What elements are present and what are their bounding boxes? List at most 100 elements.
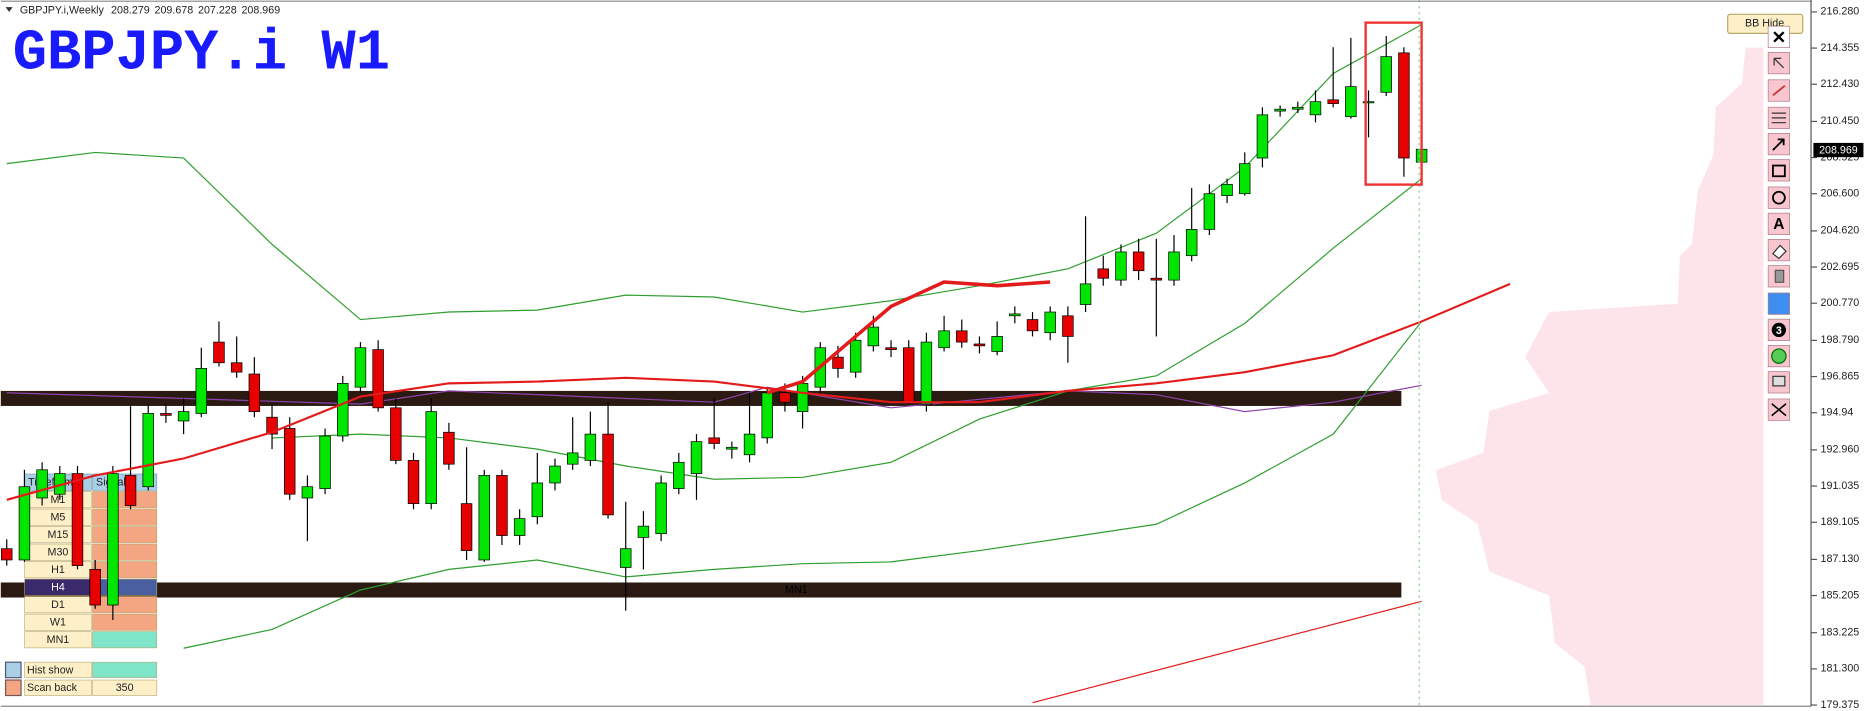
candles — [1, 35, 1428, 621]
volume-profile — [1435, 47, 1764, 706]
trash-icon[interactable] — [1774, 269, 1785, 283]
timeframe-label: M5 — [51, 512, 66, 524]
candle-body — [1097, 268, 1109, 279]
signal-cell — [92, 543, 158, 561]
candle-body — [1044, 311, 1056, 334]
candle-body — [230, 362, 243, 373]
candle-body — [743, 433, 756, 456]
y-tick-label: 191.035 — [1821, 480, 1860, 492]
y-tick-label: 196.865 — [1821, 370, 1860, 382]
scissors-icon[interactable] — [1771, 403, 1787, 417]
moving-averages — [6, 280, 1511, 704]
candle-body — [195, 368, 208, 414]
candle-body — [1009, 313, 1021, 317]
candle-body — [584, 433, 597, 461]
candle-body — [779, 392, 791, 403]
candle-body — [107, 473, 119, 606]
highlight-box — [1364, 21, 1423, 186]
candle-body — [637, 525, 650, 538]
candle-body — [690, 441, 703, 474]
open: 208.279 — [111, 5, 150, 17]
cursor-icon[interactable] — [1773, 57, 1785, 69]
candle-body — [902, 347, 915, 403]
candle-body — [1026, 319, 1039, 332]
signal-cell — [92, 631, 158, 649]
candle-body — [1256, 114, 1269, 159]
candle-body — [36, 469, 48, 499]
tool-button[interactable] — [1767, 212, 1790, 235]
candle-body — [337, 383, 349, 437]
hist-value-cell[interactable] — [92, 661, 158, 678]
candle-body — [956, 330, 968, 343]
timeframe-label: D1 — [51, 599, 65, 611]
timeframe-label: M15 — [48, 529, 69, 541]
candle-body — [1062, 315, 1074, 337]
indicator-line — [6, 282, 1511, 501]
candle-body — [160, 413, 172, 416]
candle-body — [920, 341, 933, 405]
candle-body — [301, 486, 314, 499]
candle-body — [655, 482, 667, 535]
scan-icon[interactable] — [4, 679, 22, 697]
candle-body — [407, 460, 420, 504]
y-tick-label: 181.300 — [1821, 663, 1860, 675]
candle-body — [1221, 183, 1233, 196]
scan-label: Scan back — [27, 682, 78, 694]
candle-body — [1, 548, 13, 561]
tool-button[interactable] — [1767, 292, 1790, 315]
line-icon[interactable] — [1772, 85, 1786, 96]
candle-body — [248, 373, 261, 412]
menu-triangle[interactable] — [5, 7, 13, 12]
tool-button[interactable] — [1767, 186, 1790, 209]
y-tick-label: 183.225 — [1821, 627, 1860, 639]
candle-body — [761, 392, 773, 439]
candle-body — [354, 347, 367, 388]
candle-body — [1362, 101, 1375, 104]
candle-body — [1398, 52, 1410, 159]
candle-body — [1079, 283, 1092, 305]
timeframe-label: W1 — [50, 617, 66, 629]
timeframe-cell[interactable] — [24, 631, 92, 649]
candle-body — [89, 568, 101, 606]
timeframe-label: M1 — [51, 494, 66, 506]
timeframe-cell[interactable] — [24, 613, 92, 631]
scan-value-cell[interactable] — [92, 679, 158, 696]
arrow-icon[interactable] — [1772, 138, 1785, 151]
candle-body — [885, 347, 897, 350]
sr-zone — [0, 582, 1402, 598]
screen-icon[interactable] — [1772, 375, 1786, 387]
candle-body — [620, 548, 632, 568]
candle-body — [1309, 101, 1322, 116]
candle-body — [284, 428, 296, 495]
candle-body — [832, 356, 844, 369]
candle-body — [1185, 229, 1198, 257]
signal-cell — [92, 613, 158, 631]
candle-body — [1168, 251, 1180, 281]
candle-body — [513, 518, 526, 536]
close-icon[interactable] — [1773, 31, 1785, 43]
signal-cell — [92, 526, 158, 544]
circle-icon[interactable] — [1772, 190, 1786, 205]
y-tick-label: 200.770 — [1821, 297, 1860, 309]
signal-cell — [92, 491, 158, 509]
candle-body — [1239, 163, 1251, 195]
clock-icon[interactable] — [1771, 348, 1787, 364]
y-tick-label: 206.600 — [1821, 188, 1860, 200]
hist-icon[interactable] — [4, 661, 22, 679]
indicator-line — [183, 321, 1423, 649]
eraser-icon[interactable] — [1772, 244, 1787, 260]
tool-button[interactable] — [1767, 159, 1790, 182]
badge[interactable]: 3 — [1776, 325, 1782, 337]
y-tick-label: 202.695 — [1821, 261, 1860, 273]
rect-icon[interactable] — [1772, 164, 1786, 178]
text-tool[interactable]: A — [1773, 216, 1784, 233]
candle-body — [991, 336, 1003, 352]
zone-label: MN1 — [785, 584, 808, 596]
signal-cell — [92, 578, 158, 596]
candle-body — [1150, 277, 1163, 281]
badge-circle[interactable] — [1771, 322, 1787, 338]
timeframe-label: H1 — [51, 564, 65, 576]
fib-icon[interactable] — [1771, 112, 1787, 124]
candle-body — [726, 446, 738, 450]
